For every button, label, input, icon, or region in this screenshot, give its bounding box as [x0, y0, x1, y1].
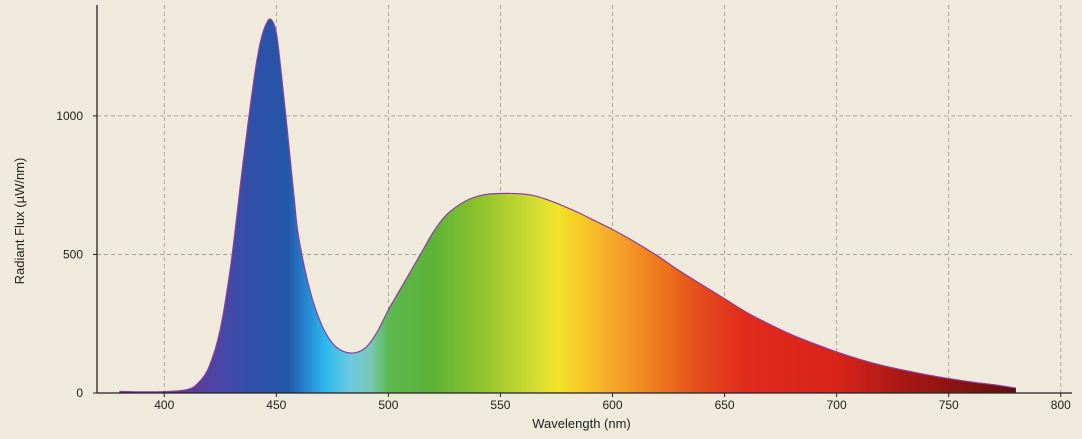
x-tick-label: 500 — [378, 398, 398, 412]
axes — [93, 5, 1072, 397]
y-tick-labels: 0 500 1000 — [56, 109, 83, 400]
x-tick-label: 750 — [939, 398, 959, 412]
x-tick-label: 400 — [154, 398, 174, 412]
x-tick-label: 600 — [603, 398, 623, 412]
spectrum-curve — [119, 18, 1017, 393]
y-axis-label: Radiant Flux (µW/nm) — [12, 158, 27, 285]
x-tick-labels: 400 450 500 550 600 650 700 750 800 — [154, 398, 1071, 412]
y-tick-label: 500 — [63, 247, 83, 261]
x-tick-label: 550 — [490, 398, 510, 412]
x-tick-label: 450 — [266, 398, 286, 412]
spectrum-area — [119, 18, 1016, 394]
y-tick-label: 0 — [76, 386, 83, 400]
x-tick-label: 800 — [1051, 398, 1071, 412]
x-axis-label: Wavelength (nm) — [532, 416, 631, 431]
y-tick-label: 1000 — [56, 109, 83, 123]
x-tick-label: 700 — [827, 398, 847, 412]
x-tick-label: 650 — [715, 398, 735, 412]
